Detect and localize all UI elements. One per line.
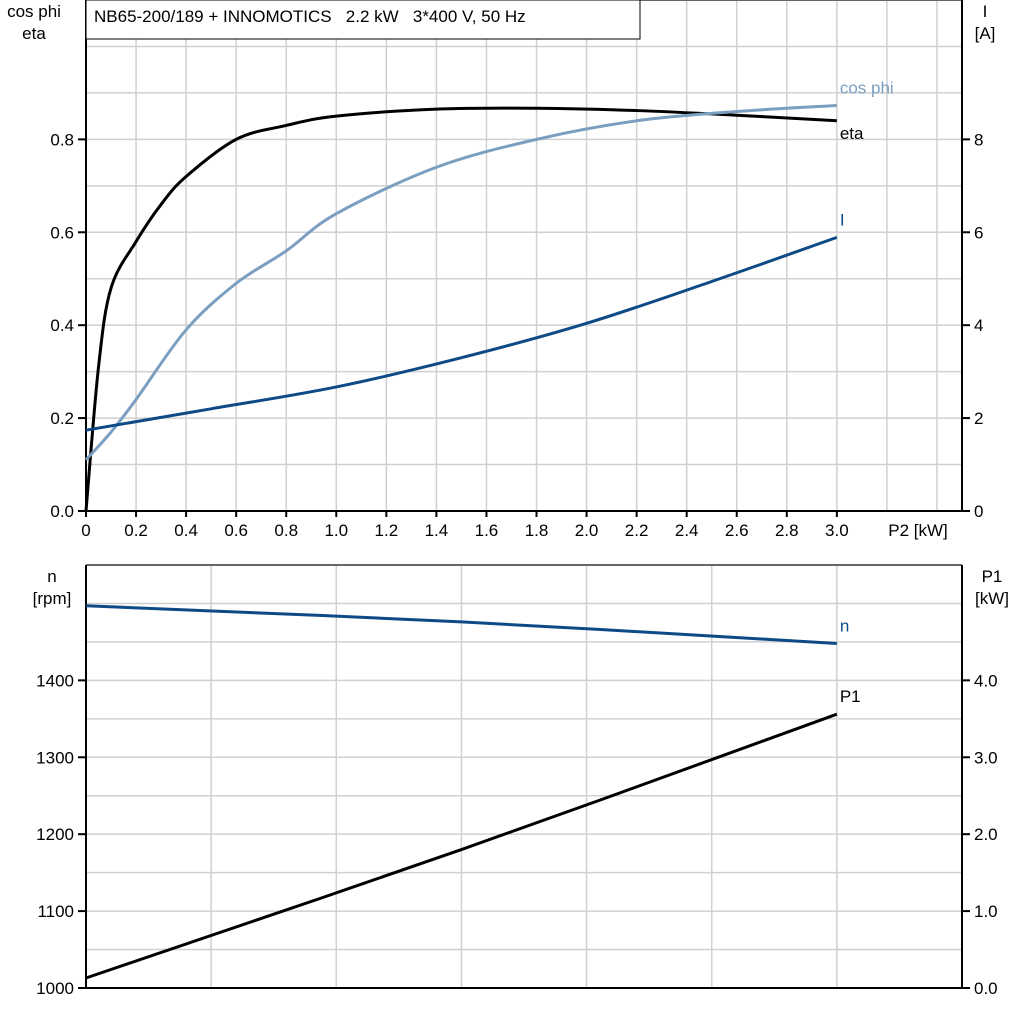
y-tick-label-right: 0 xyxy=(974,502,983,521)
x-tick-label: 2.2 xyxy=(625,521,649,540)
x-tick-label: 1.4 xyxy=(425,521,449,540)
x-tick-label: 3.0 xyxy=(825,521,849,540)
y-tick-label-right: 4.0 xyxy=(974,671,998,690)
series-line-eta xyxy=(84,106,837,512)
chart-title: NB65-200/189 + INNOMOTICS 2.2 kW 3*400 V… xyxy=(94,7,526,26)
x-tick-label: 1.8 xyxy=(525,521,549,540)
series-line-I xyxy=(85,235,838,432)
y-tick-label-left: 0.6 xyxy=(50,223,74,242)
y-tick-label-right: 2.0 xyxy=(974,825,998,844)
series-label-I: I xyxy=(840,210,845,229)
y-axis-label-right: P1 xyxy=(982,567,1003,586)
y-tick-label-left: 1000 xyxy=(36,979,74,998)
y-tick-label-left: 0.8 xyxy=(50,130,74,149)
y-axis-label-left: n xyxy=(47,567,56,586)
y-tick-label-left: 0.0 xyxy=(50,502,74,521)
y-tick-label-right: 4 xyxy=(974,316,983,335)
y-tick-label-right: 0.0 xyxy=(974,979,998,998)
title-box xyxy=(85,0,641,40)
y-tick-label-left: 0.2 xyxy=(50,409,74,428)
y-axis-label-right: [kW] xyxy=(975,589,1009,608)
series-label-P1: P1 xyxy=(840,687,861,706)
x-tick-label: 2.4 xyxy=(675,521,699,540)
x-tick-label: 0.8 xyxy=(274,521,298,540)
x-tick-label: 0.4 xyxy=(174,521,198,540)
y-tick-label-left: 1100 xyxy=(37,902,74,921)
series-label-n: n xyxy=(840,616,849,635)
series-line-n xyxy=(85,604,837,645)
x-tick-label: 1.2 xyxy=(375,521,399,540)
series-line-P1 xyxy=(85,712,838,980)
x-axis-label: P2 [kW] xyxy=(888,521,948,540)
y-tick-label-right: 3.0 xyxy=(974,748,998,767)
y-tick-label-left: 1400 xyxy=(36,671,74,690)
y-axis-label-left: cos phi xyxy=(7,2,61,21)
y-tick-label-right: 2 xyxy=(974,409,983,428)
series-line-cos-phi xyxy=(84,103,837,461)
y-tick-label-left: 0.4 xyxy=(50,316,74,335)
x-tick-label: 0.2 xyxy=(124,521,148,540)
y-axis-label-right: [A] xyxy=(975,24,996,43)
y-axis-label-right: I xyxy=(983,2,988,21)
y-tick-label-right: 8 xyxy=(974,130,983,149)
x-tick-label: 1.6 xyxy=(475,521,499,540)
y-axis-label-left: eta xyxy=(22,24,46,43)
x-tick-label: 2.6 xyxy=(725,521,749,540)
y-tick-label-right: 1.0 xyxy=(974,902,998,921)
series-label-eta: eta xyxy=(840,124,864,143)
y-tick-label-left: 1300 xyxy=(36,748,74,767)
x-tick-label: 0 xyxy=(81,521,90,540)
x-tick-label: 2.8 xyxy=(775,521,799,540)
y-axis-label-left: [rpm] xyxy=(33,589,72,608)
x-tick-label: 1.0 xyxy=(324,521,348,540)
x-tick-label: 0.6 xyxy=(224,521,248,540)
y-tick-label-right: 6 xyxy=(974,223,983,242)
series-label-cos-phi: cos phi xyxy=(840,78,894,97)
y-tick-label-left: 1200 xyxy=(36,825,74,844)
x-tick-label: 2.0 xyxy=(575,521,599,540)
